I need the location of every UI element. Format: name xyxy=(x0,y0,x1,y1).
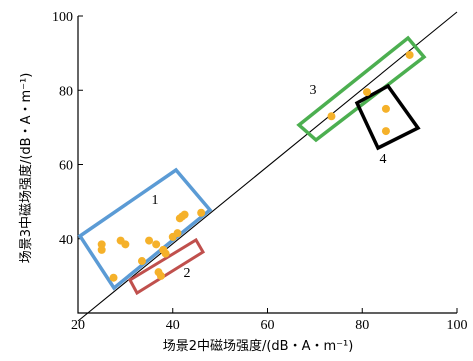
axes: 20 40 60 80 100 40 60 80 100 xyxy=(52,10,468,333)
data-point xyxy=(156,271,165,280)
y-tick-label: 40 xyxy=(59,233,73,248)
data-point xyxy=(381,127,390,136)
annotation-boxes: 1 2 3 4 xyxy=(77,35,427,296)
x-tick-label: 100 xyxy=(447,318,468,333)
data-point xyxy=(152,240,161,249)
data-point xyxy=(327,112,336,121)
data-point xyxy=(362,88,371,97)
box-4 xyxy=(354,83,421,151)
box-label-2: 2 xyxy=(184,266,191,281)
y-axis-title: 场景3中磁场强度/(dB・A・m⁻¹) xyxy=(18,73,34,264)
box-3 xyxy=(296,35,427,143)
axis-labels: 场景2中磁场强度/(dB・A・m⁻¹) 场景3中磁场强度/(dB・A・m⁻¹) xyxy=(18,73,353,354)
y-tick-label: 80 xyxy=(59,84,73,99)
data-point xyxy=(161,249,170,258)
x-tick-label: 80 xyxy=(355,318,369,333)
data-point xyxy=(173,229,182,238)
plot-area xyxy=(77,11,458,322)
box-label-4: 4 xyxy=(380,152,387,167)
data-point xyxy=(145,236,154,245)
reference-line xyxy=(77,11,458,322)
axis-frame xyxy=(77,16,457,314)
box-2 xyxy=(128,237,206,296)
data-point xyxy=(97,240,106,249)
data-point xyxy=(197,208,206,217)
x-axis-title: 场景2中磁场强度/(dB・A・m⁻¹) xyxy=(163,338,354,354)
x-tick-label: 60 xyxy=(261,318,275,333)
data-point xyxy=(137,257,146,266)
y-tick-label: 100 xyxy=(52,10,73,25)
data-points xyxy=(97,50,414,282)
x-tick-label: 40 xyxy=(166,318,180,333)
box-label-1: 1 xyxy=(152,193,159,208)
box-1 xyxy=(77,167,213,291)
box-label-3: 3 xyxy=(310,83,317,98)
data-point xyxy=(381,104,390,113)
y-tick-label: 60 xyxy=(59,159,73,174)
data-point xyxy=(121,240,130,249)
data-point xyxy=(180,210,189,219)
x-tick-label: 20 xyxy=(71,318,85,333)
data-point xyxy=(109,273,118,282)
data-point xyxy=(97,245,106,254)
data-point xyxy=(405,50,414,59)
